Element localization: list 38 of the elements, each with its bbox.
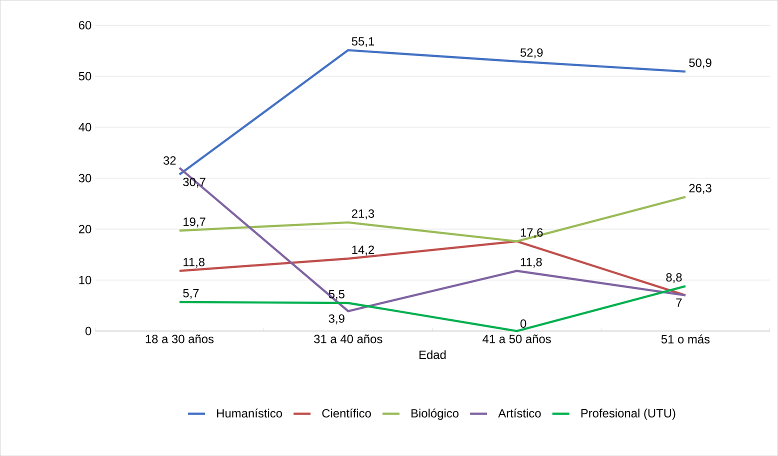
data-label: 11,8 [184,258,205,268]
y-tick-label: 10 [79,276,92,284]
data-label: 5,5 [328,290,344,300]
legend-label: Científico [322,408,371,418]
x-tick-label: 41 a 50 años [482,334,551,344]
y-tick-label: 0 [85,326,92,336]
data-label: 5,7 [183,288,199,299]
x-tick-label: 31 a 40 años [314,334,382,344]
x-tick-label: 18 a 30 años [146,334,214,344]
data-label: 55,1 [352,37,374,47]
legend-label: Artístico [498,408,541,418]
legend-label: Humanístico [217,408,282,418]
data-label: 50,9 [689,58,712,68]
data-label: 0 [520,319,526,328]
y-tick-label: 20 [78,224,92,234]
data-label: 32 [163,156,176,165]
y-tick-label: 30 [78,174,92,182]
x-tick-label: 51 o más [661,334,710,344]
x-axis-title: Edad [420,350,446,359]
data-label: 11,8 [520,258,542,268]
line-series [178,166,687,312]
y-tick-label: 60 [78,20,92,30]
y-tick-label: 40 [78,122,92,132]
data-label: 17,6 [520,228,543,238]
data-label: 3,9 [328,314,344,324]
data-label: 7 [676,298,682,307]
data-label: 14,2 [352,246,374,256]
data-label: 8,8 [666,273,682,283]
data-label: 19,7 [184,217,206,228]
y-tick-label: 50 [78,72,92,80]
legend-label: Biológico [412,408,458,420]
data-label: 52,9 [520,48,543,58]
line-series [178,48,687,176]
line-series [178,196,687,242]
data-label: 21,3 [352,209,374,220]
data-label: 26,3 [689,184,712,194]
line-series [178,284,687,332]
legend-label: Profesional (UTU) [581,408,676,420]
